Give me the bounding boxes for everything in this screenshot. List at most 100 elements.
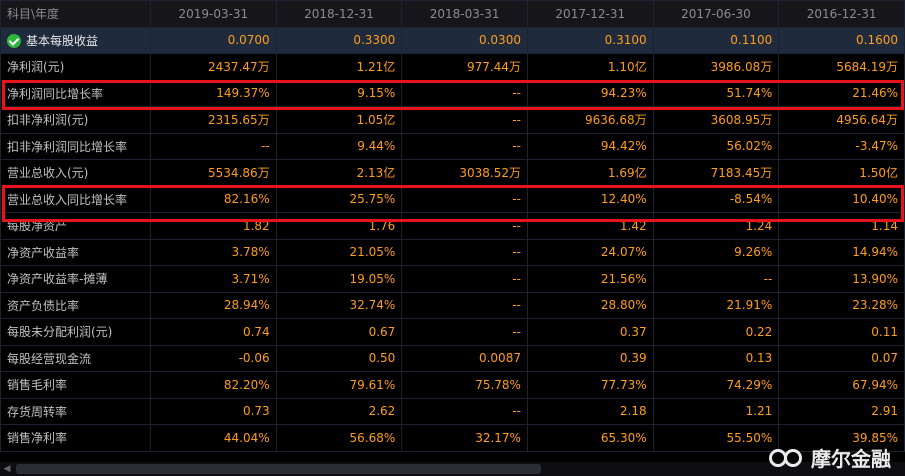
value-cell: -- [401,238,528,266]
mole-finance-logo-icon [769,447,807,469]
value-cell: 9.15% [275,79,403,107]
value-cell: 23.28% [778,291,905,319]
value-cell: -- [401,79,528,107]
value-cell: 3038.52万 [401,159,528,187]
value-cell: 1.21 [652,397,780,425]
row-label: 资产负债比率 [0,291,151,319]
value-cell: 0.22 [652,318,780,346]
value-cell: 24.07% [526,238,654,266]
value-cell: 0.39 [526,344,654,372]
value-cell: 79.61% [275,371,403,399]
value-cell: 1.69亿 [526,159,654,187]
value-cell: 2315.65万 [150,106,277,134]
row-label-text: 存货周转率 [7,404,68,419]
table-row[interactable]: 扣非净利润(元) 2315.65万 1.05亿 -- 9636.68万 3608.95万 4… [0,106,905,134]
table-row[interactable]: 净资产收益率-摊薄 3.71% 19.05% -- 21.56% -- 13.90% [0,265,905,293]
value-cell: 0.0700 [150,26,277,54]
value-cell: 55.50% [652,424,780,452]
table-row[interactable]: 销售净利率 44.04% 56.68% 32.17% 65.30% 55.50% 39.85… [0,424,905,452]
table-row[interactable]: 净利润(元) 2437.47万 1.21亿 977.44万 1.10亿 3986.08万 5… [0,53,905,81]
row-label: 销售净利率 [0,424,151,452]
value-cell: 9636.68万 [526,106,654,134]
value-cell: 25.75% [275,185,403,213]
value-cell: 0.1600 [778,26,905,54]
value-cell: -- [401,291,528,319]
value-cell: 1.24 [652,212,780,240]
row-label-text: 净资产收益率-摊薄 [7,272,108,287]
value-cell: 44.04% [150,424,277,452]
value-cell: 56.68% [275,424,403,452]
row-label: 扣非净利润同比增长率 [0,132,151,160]
row-label: 销售毛利率 [0,371,151,399]
value-cell: -- [401,212,528,240]
value-cell: 3986.08万 [652,53,780,81]
value-cell: 13.90% [778,265,905,293]
value-cell: 0.07 [778,344,905,372]
value-cell: 5684.19万 [778,53,905,81]
table-row[interactable]: 营业总收入(元) 5534.86万 2.13亿 3038.52万 1.69亿 7183.4… [0,159,905,187]
value-cell: 1.10亿 [526,53,654,81]
table-row[interactable]: 净利润同比增长率 149.37% 9.15% -- 94.23% 51.74% 21.46% [0,79,905,107]
table-header-row: 科目\年度 2019-03-31 2018-12-31 2018-03-31 2… [0,0,905,28]
row-label: 每股净资产 [0,212,151,240]
column-header-period[interactable]: 2017-12-31 [526,0,654,28]
scrollbar-thumb[interactable] [16,464,541,474]
column-header-period[interactable]: 2018-12-31 [275,0,403,28]
value-cell: 82.20% [150,371,277,399]
value-cell: 1.21亿 [275,53,403,81]
value-cell: 14.94% [778,238,905,266]
value-cell: 3608.95万 [652,106,780,134]
row-label-text: 每股净资产 [7,219,68,234]
value-cell: 0.50 [275,344,403,372]
row-label: 营业总收入(元) [0,159,151,187]
value-cell: 51.74% [652,79,780,107]
value-cell: 21.56% [526,265,654,293]
table-row[interactable]: 每股未分配利润(元) 0.74 0.67 -- 0.37 0.22 0.11 [0,318,905,346]
row-label-text: 扣非净利润(元) [7,113,89,128]
value-cell: -0.06 [150,344,277,372]
value-cell: 1.82 [150,212,277,240]
value-cell: 28.94% [150,291,277,319]
value-cell: 3.71% [150,265,277,293]
value-cell: 1.42 [526,212,654,240]
value-cell: -8.54% [652,185,780,213]
value-cell: 39.85% [778,424,905,452]
table-row[interactable]: 营业总收入同比增长率 82.16% 25.75% -- 12.40% -8.54% 10.4… [0,185,905,213]
row-label: 净利润同比增长率 [0,79,151,107]
value-cell: 0.0087 [401,344,528,372]
value-cell: 0.67 [275,318,403,346]
value-cell: 21.46% [778,79,905,107]
value-cell: 77.73% [526,371,654,399]
scroll-left-icon[interactable]: ◀ [3,464,11,474]
column-header-period[interactable]: 2019-03-31 [150,0,277,28]
column-header-period[interactable]: 2016-12-31 [778,0,905,28]
horizontal-scrollbar[interactable]: ◀ [0,462,905,476]
value-cell: 28.80% [526,291,654,319]
table-row[interactable]: 每股净资产 1.82 1.76 -- 1.42 1.24 1.14 [0,212,905,240]
row-label-text: 营业总收入同比增长率 [7,192,128,207]
column-header-subject[interactable]: 科目\年度 [0,0,151,28]
value-cell: -3.47% [778,132,905,160]
row-label: 基本每股收益 [0,26,151,54]
table-row[interactable]: 销售毛利率 82.20% 79.61% 75.78% 77.73% 74.29% 67.94… [0,371,905,399]
table-row[interactable]: 资产负债比率 28.94% 32.74% -- 28.80% 21.91% 23.28% [0,291,905,319]
value-cell: 2.13亿 [275,159,403,187]
table-row[interactable]: 每股经营现金流 -0.06 0.50 0.0087 0.39 0.13 0.07 [0,344,905,372]
column-header-period[interactable]: 2018-03-31 [401,0,528,28]
table-row[interactable]: 基本每股收益 0.0700 0.3300 0.0300 0.3100 0.1100 0.16… [0,26,905,54]
value-cell: 4956.64万 [778,106,905,134]
table-row[interactable]: 净资产收益率 3.78% 21.05% -- 24.07% 9.26% 14.94% [0,238,905,266]
table-row[interactable]: 存货周转率 0.73 2.62 -- 2.18 1.21 2.91 [0,397,905,425]
row-label: 净资产收益率-摊薄 [0,265,151,293]
row-label-text: 每股未分配利润(元) [7,325,113,340]
value-cell: 32.74% [275,291,403,319]
table-row[interactable]: 扣非净利润同比增长率 -- 9.44% -- 94.42% 56.02% -3.47% [0,132,905,160]
row-label-text: 营业总收入(元) [7,166,89,181]
value-cell: -- [401,185,528,213]
column-header-period[interactable]: 2017-06-30 [652,0,780,28]
row-label-text: 净利润(元) [7,60,65,75]
value-cell: -- [401,106,528,134]
value-cell: 75.78% [401,371,528,399]
value-cell: 0.13 [652,344,780,372]
value-cell: 1.76 [275,212,403,240]
